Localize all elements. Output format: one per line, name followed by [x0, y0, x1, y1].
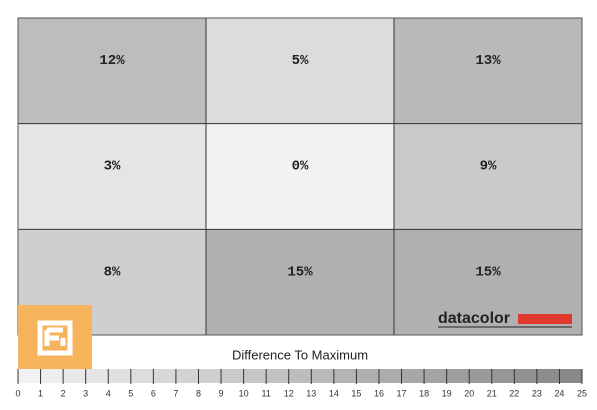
- colorbar: 0 1 2 3 4 5 6 7 8 9 10 11 12 13 14 15 16 17 18 19 20 21 22 23 24…: [15, 369, 587, 398]
- colorbar-swatch: [536, 369, 560, 383]
- colorbar-swatch: [333, 369, 357, 383]
- colorbar-swatch: [198, 369, 222, 383]
- colorbar-swatch: [559, 369, 582, 383]
- cell-label: 15%: [287, 264, 313, 280]
- colorbar-tick-label: 9: [219, 388, 224, 398]
- heatmap: [18, 18, 582, 335]
- colorbar-tick-label: 1: [38, 388, 43, 398]
- colorbar-tick-label: 19: [442, 388, 452, 398]
- colorbar-tick-label: 18: [419, 388, 429, 398]
- colorbar-swatch: [356, 369, 379, 383]
- cell-label: 15%: [475, 264, 501, 280]
- colorbar-tick-label: 8: [196, 388, 201, 398]
- overlay: 12% 5% 13% 3% 0% 9% 8% 15% 15%: [17, 17, 583, 336]
- cell: [206, 123, 394, 230]
- cell: [394, 18, 582, 124]
- colorbar-tick-label: 12: [284, 388, 294, 398]
- colorbar-title: Difference To Maximum: [232, 347, 368, 362]
- colorbar-tick-label: 2: [61, 388, 66, 398]
- colorbar-tick-label: 10: [239, 388, 249, 398]
- colorbar-tick-label: 20: [464, 388, 474, 398]
- cell-label: 0%: [292, 159, 309, 175]
- cell: [18, 18, 206, 124]
- colorbar-swatch: [378, 369, 402, 383]
- colorbar-tick-label: 7: [173, 388, 178, 398]
- colorbar-tick-label: 24: [554, 388, 564, 398]
- colorbar-tick-label: 21: [487, 388, 497, 398]
- cell-label: 13%: [475, 53, 501, 69]
- colorbar-swatch: [311, 369, 334, 383]
- plot-border: [17, 17, 583, 336]
- colorbar-swatch: [63, 369, 86, 383]
- colorbar-tick-label: 22: [509, 388, 519, 398]
- colorbar-swatch: [469, 369, 492, 383]
- colorbar-swatch: [288, 369, 312, 383]
- colorbar-swatch: [130, 369, 154, 383]
- colorbar-swatch: [266, 369, 289, 383]
- cell-label: 9%: [480, 159, 497, 175]
- colorbar-swatch: [221, 369, 244, 383]
- logo-text: datacolor: [438, 310, 510, 327]
- colorbar-swatch: [491, 369, 515, 383]
- colorbar-tick-label: 23: [532, 388, 542, 398]
- cell: [206, 229, 394, 335]
- colorbar-swatch: [175, 369, 199, 383]
- colorbar-tick-label: 14: [329, 388, 339, 398]
- logo-bar: [518, 314, 572, 324]
- colorbar-swatch: [18, 369, 41, 383]
- cell: [394, 123, 582, 230]
- cell-label: 8%: [104, 264, 121, 280]
- colorbar-tick-label: 4: [106, 388, 111, 398]
- colorbar-tick-label: 25: [577, 388, 587, 398]
- cell-label: 12%: [99, 53, 125, 69]
- colorbar-swatch: [85, 369, 109, 383]
- colorbar-tick-label: 11: [261, 388, 270, 398]
- cell-label: 5%: [292, 53, 309, 69]
- cell: [18, 123, 206, 230]
- colorbar-swatch: [153, 369, 176, 383]
- colorbar-tick-label: 6: [151, 388, 156, 398]
- colorbar-tick-label: 3: [83, 388, 88, 398]
- colorbar-swatch: [514, 369, 537, 383]
- colorbar-swatch: [401, 369, 425, 383]
- colorbar-swatch: [424, 369, 447, 383]
- colorbar-tick-label: 0: [15, 388, 20, 398]
- colorbar-tick-label: 16: [374, 388, 384, 398]
- cell: [206, 18, 394, 124]
- colorbar-swatch: [40, 369, 64, 383]
- colorbar-swatch: [108, 369, 131, 383]
- colorbar-swatch: [446, 369, 470, 383]
- colorbar-swatch: [243, 369, 267, 383]
- watermark-glyph: [37, 320, 73, 356]
- colorbar-tick-label: 5: [128, 388, 133, 398]
- colorbar-tick-label: 17: [397, 388, 407, 398]
- colorbar-tick-label: 15: [351, 388, 361, 398]
- colorbar-tick-label: 13: [306, 388, 316, 398]
- cell-label: 3%: [104, 159, 121, 175]
- watermark-icon: [18, 305, 92, 378]
